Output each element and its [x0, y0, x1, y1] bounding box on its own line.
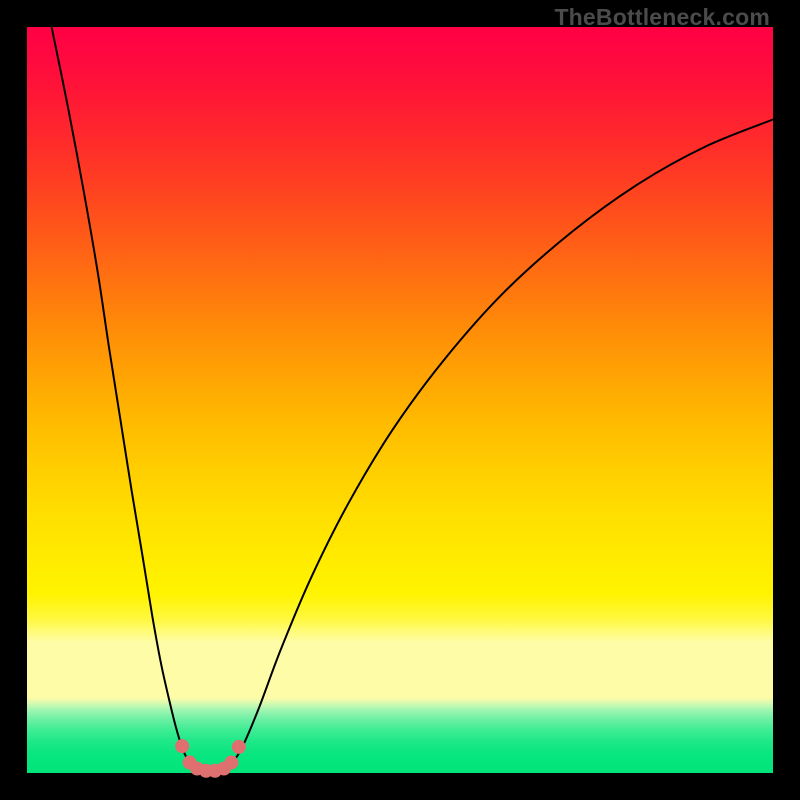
plot-area — [27, 27, 773, 773]
watermark-text: TheBottleneck.com — [554, 4, 770, 31]
curve-marker — [175, 739, 189, 753]
bottleneck-curve — [27, 27, 773, 773]
curve-markers — [175, 739, 246, 778]
curve-marker — [224, 756, 238, 770]
curve-line — [52, 27, 773, 772]
curve-marker — [232, 740, 246, 754]
